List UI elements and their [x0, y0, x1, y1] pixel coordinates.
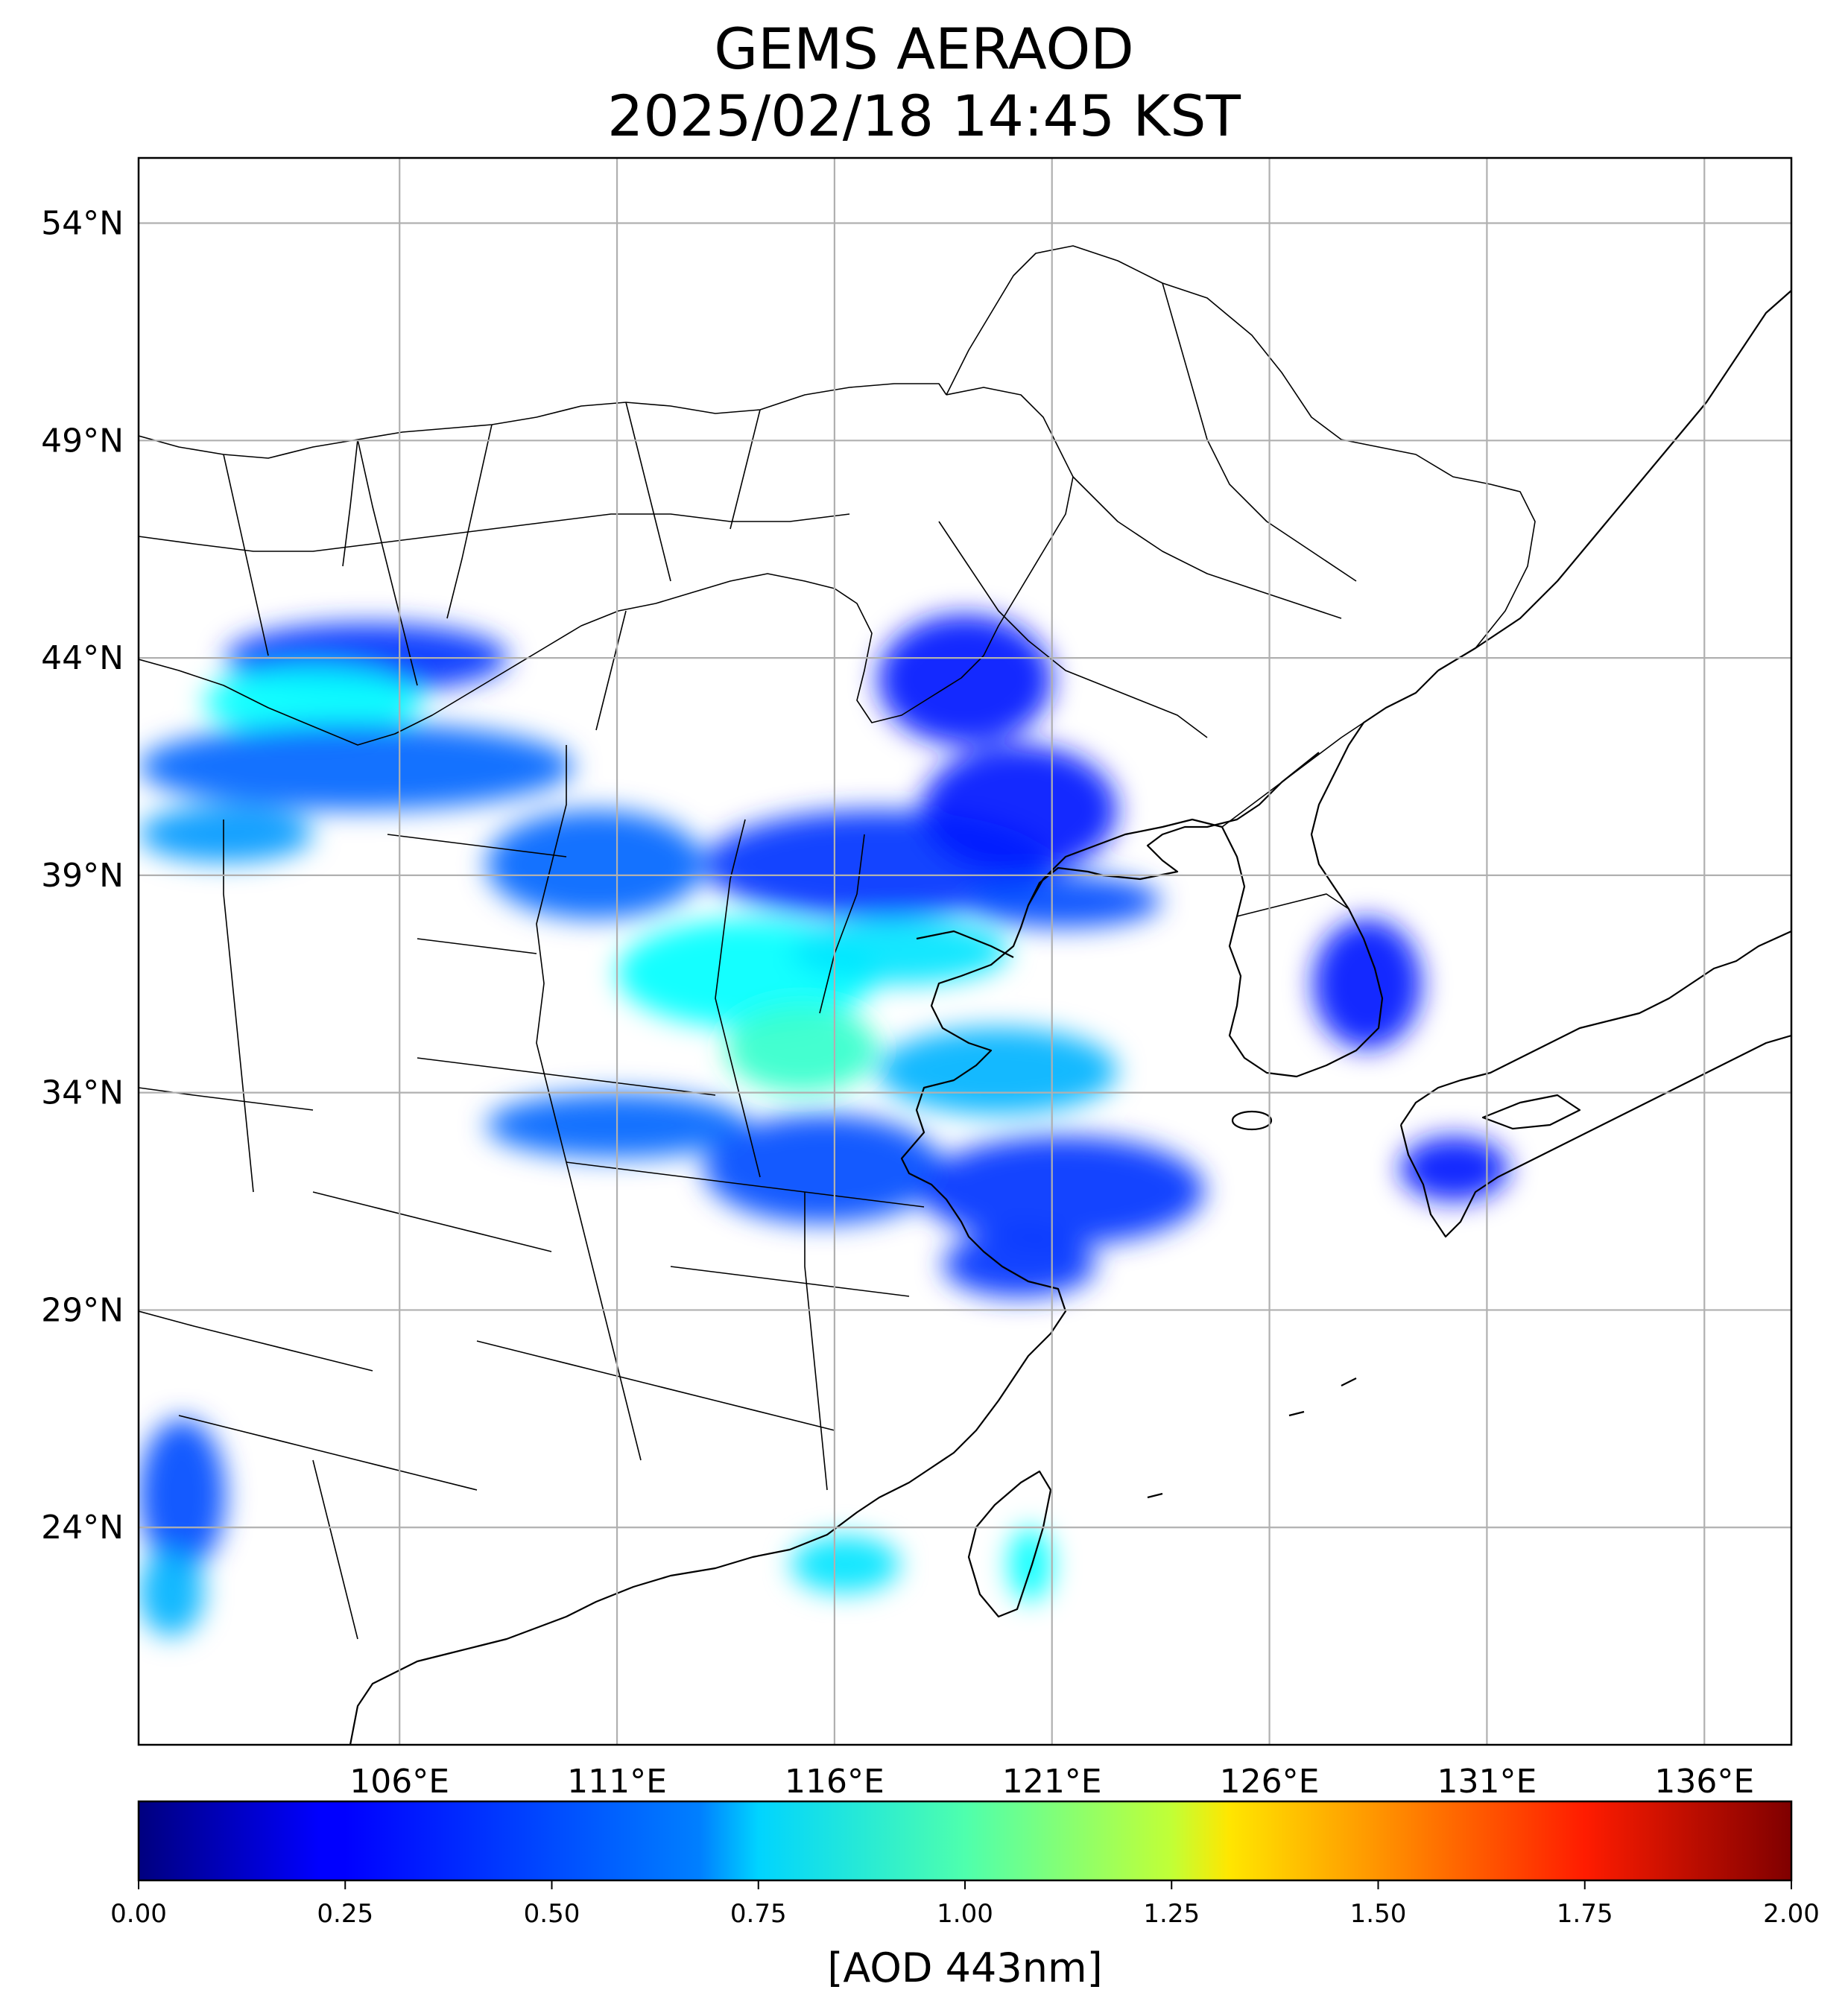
- aod-region-6: [965, 875, 1161, 928]
- aod-region-20: [139, 1549, 204, 1637]
- border-mongolia-china: [139, 387, 1074, 746]
- border-russia-china: [946, 245, 1536, 649]
- lon-tick-label: 131°E: [1437, 1763, 1537, 1801]
- colorbar-ticks: 0.00 0.25 0.50 0.75 1.00 1.25 1.50 1.75 2.00: [110, 1880, 1820, 1929]
- aod-region-19: [139, 1418, 226, 1571]
- aod-region-13: [921, 1136, 1205, 1245]
- colorbar-tick-label: 0.50: [524, 1899, 580, 1929]
- colorbar-tick-label: 1.25: [1143, 1899, 1200, 1929]
- border-russia-mongolia: [139, 383, 947, 459]
- aod-region-9: [725, 1005, 879, 1093]
- lat-tick-label: 49°N: [41, 422, 124, 460]
- colorbar-tick-label: 1.75: [1557, 1899, 1613, 1929]
- border-china-korea: [1221, 722, 1364, 828]
- colorbar-label: [AOD 443nm]: [827, 1944, 1102, 1991]
- lon-tick-label: 136°E: [1654, 1763, 1754, 1801]
- map-timestamp: 2025/02/18 14:45 KST: [607, 83, 1241, 149]
- lat-tick-label: 54°N: [41, 205, 124, 243]
- gridlines: [139, 158, 1791, 1745]
- colorbar-tick-label: 0.25: [317, 1899, 373, 1929]
- lon-tick-label: 116°E: [785, 1763, 885, 1801]
- aod-region-14: [943, 1231, 1096, 1297]
- border-layer: [139, 245, 1536, 1640]
- colorbar-tick-label: 2.00: [1763, 1899, 1820, 1929]
- aod-region-8: [791, 919, 1009, 984]
- coastline-shandong: [916, 930, 1014, 958]
- aod-layer: [139, 614, 1509, 1637]
- mongolia-aimag-boundaries: [139, 402, 850, 656]
- border-korea-dmz: [1236, 893, 1349, 917]
- coastline-japan-south: [1399, 1034, 1791, 1238]
- lat-tick-label: 34°N: [41, 1074, 124, 1112]
- map-frame: [137, 156, 1793, 1746]
- colorbar-tick-label: 1.50: [1350, 1899, 1407, 1929]
- colorbar-tick-label: 0.00: [110, 1899, 167, 1929]
- coastline-ryukyu: [1147, 1377, 1357, 1499]
- lon-tick-label: 106°E: [349, 1763, 449, 1801]
- lon-tick-label: 111°E: [567, 1763, 667, 1801]
- lon-tick-label: 126°E: [1220, 1763, 1320, 1801]
- aod-region-12: [703, 1114, 943, 1223]
- aod-region-3: [139, 805, 313, 863]
- lat-tick-label: 39°N: [41, 857, 124, 895]
- colorbar-tick-label: 0.75: [730, 1899, 787, 1929]
- aod-region-2: [139, 723, 574, 811]
- map-area: 54°N49°N44°N39°N34°N29°N24°N 106°E 111°E 1…: [41, 156, 1793, 1801]
- aod-region-18: [1399, 1136, 1509, 1202]
- map-title: GEMS AERAOD: [714, 16, 1134, 82]
- coastline-korea: [1221, 670, 1439, 1078]
- aod-region-4: [486, 810, 704, 919]
- lat-tick-label: 24°N: [41, 1509, 124, 1547]
- coastline-primorye: [1437, 290, 1791, 671]
- aod-region-16: [878, 614, 1052, 745]
- aod-region-15: [921, 744, 1118, 875]
- island-jeju: [1231, 1110, 1273, 1131]
- lat-tick-label: 29°N: [41, 1291, 124, 1329]
- lon-tick-label: 121°E: [1002, 1763, 1102, 1801]
- colorbar-tick-label: 1.00: [937, 1899, 993, 1929]
- aod-region-22: [1008, 1527, 1052, 1602]
- colorbar-gradient: [137, 1800, 1793, 1882]
- coastline-shikoku: [1481, 1094, 1581, 1130]
- island-taiwan: [967, 1470, 1052, 1618]
- aod-region-1: [203, 666, 422, 737]
- province-boundaries: [139, 282, 1357, 1640]
- longitude-labels: 106°E 111°E 116°E 121°E 126°E 131°E 136°E: [349, 1763, 1754, 1801]
- latitude-labels: 54°N 49°N 44°N 39°N 34°N 29°N 24°N: [41, 205, 124, 1547]
- colorbar: 0.00 0.25 0.50 0.75 1.00 1.25 1.50 1.75 2.00 [AO…: [110, 1800, 1820, 1991]
- coastline-japan: [1400, 930, 1791, 1126]
- lat-tick-label: 44°N: [41, 639, 124, 677]
- aod-region-21: [791, 1535, 900, 1593]
- aod-region-17: [1312, 919, 1422, 1050]
- aod-region-10: [878, 1027, 1118, 1115]
